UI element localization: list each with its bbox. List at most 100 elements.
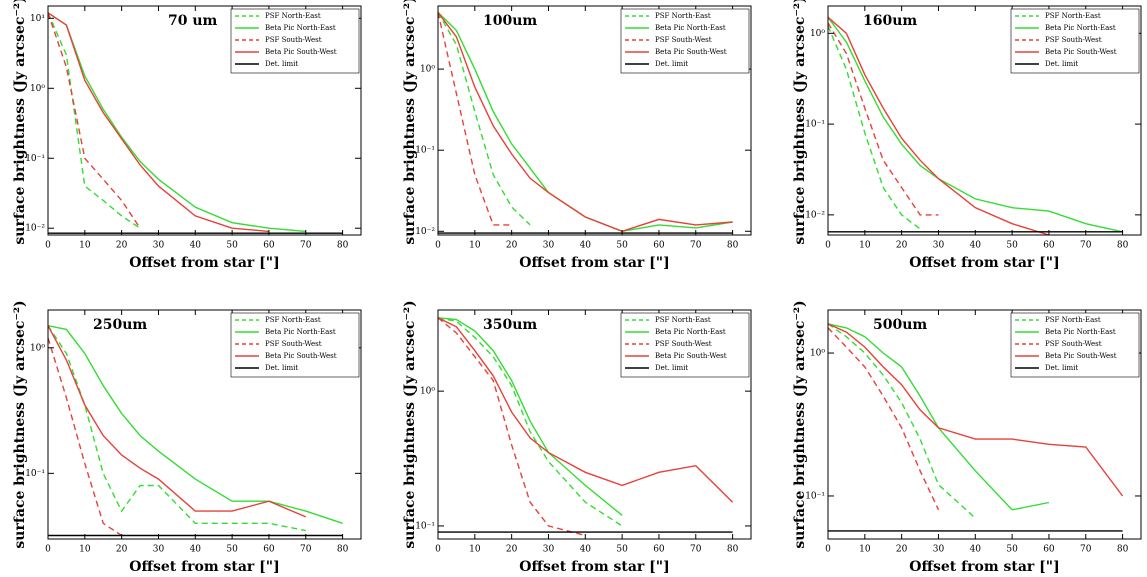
legend-label: PSF North-East	[655, 316, 711, 324]
legend-label: Beta Pic North-East	[265, 24, 336, 32]
series-line	[438, 317, 586, 537]
axes-frame	[47, 5, 362, 236]
x-tick-label: 10	[859, 545, 871, 555]
y-tick-label: 10⁻²	[25, 224, 45, 234]
series-line	[48, 12, 306, 233]
x-tick-label: 60	[1043, 241, 1055, 251]
y-axis-label: surface brightness (Jy arcsec⁻²)	[402, 300, 418, 548]
series-line	[828, 25, 921, 230]
x-tick-label: 50	[226, 545, 238, 555]
x-tick-label: 0	[45, 241, 51, 251]
y-tick-label: 10⁻¹	[415, 146, 435, 156]
x-tick-label: 20	[896, 241, 908, 251]
y-tick-label: 10⁰	[810, 29, 825, 39]
x-tick-label: 70	[300, 545, 312, 555]
x-axis-label: Offset from star ["]	[909, 559, 1059, 575]
y-tick-label: 10⁻²	[415, 227, 435, 237]
legend-label: PSF South-West	[265, 36, 322, 44]
legend-box	[1010, 8, 1140, 74]
y-tick-label: 10⁻¹	[25, 469, 45, 479]
x-tick-label: 20	[896, 545, 908, 555]
series-line	[828, 323, 976, 519]
series-line	[48, 12, 141, 229]
legend-label: Beta Pic South-West	[1045, 48, 1117, 56]
series-line	[48, 337, 122, 537]
x-tick-label: 80	[1117, 241, 1129, 251]
x-tick-label: 60	[263, 241, 275, 251]
x-tick-label: 20	[116, 241, 128, 251]
x-tick-label: 30	[153, 545, 165, 555]
legend-label: Det. limit	[1045, 364, 1078, 372]
axes-frame	[827, 5, 1142, 236]
legend-label: Beta Pic South-West	[655, 48, 727, 56]
y-tick-label: 10⁰	[30, 84, 45, 94]
panel: 0 10 20 30 40 50 60 70 80 10⁻¹ 10⁰ Offset from star…	[12, 300, 362, 575]
series-line	[48, 325, 307, 518]
legend-label: Beta Pic South-West	[1045, 352, 1117, 360]
x-tick-label: 30	[933, 545, 945, 555]
legend-box	[620, 312, 750, 378]
x-tick-label: 30	[153, 241, 165, 251]
x-axis-label: Offset from star ["]	[129, 255, 279, 271]
x-tick-label: 0	[435, 241, 441, 251]
x-axis-label: Offset from star ["]	[519, 559, 669, 575]
x-tick-label: 0	[45, 545, 51, 555]
x-tick-label: 10	[469, 545, 481, 555]
legend-box	[1010, 312, 1140, 378]
series-line	[48, 12, 269, 233]
legend-label: Det. limit	[655, 60, 688, 68]
series-line	[438, 317, 623, 516]
x-tick-label: 80	[727, 545, 739, 555]
y-axis-label: surface brightness (Jy arcsec⁻²)	[792, 0, 808, 245]
series-line	[828, 323, 1124, 497]
x-tick-label: 80	[1117, 545, 1129, 555]
legend-label: Beta Pic North-East	[1045, 328, 1116, 336]
legend-box	[620, 8, 750, 74]
y-axis-label: surface brightness (Jy arcsec⁻²)	[402, 0, 418, 245]
y-axis-label: surface brightness (Jy arcsec⁻²)	[12, 0, 28, 245]
x-tick-label: 40	[970, 241, 982, 251]
x-tick-label: 60	[653, 241, 665, 251]
x-tick-label: 50	[1006, 241, 1018, 251]
series-line	[48, 325, 306, 532]
legend-label: Beta Pic North-East	[655, 24, 726, 32]
legend-box	[230, 8, 360, 74]
x-tick-label: 40	[190, 545, 202, 555]
panel-title: 500um	[873, 317, 927, 333]
x-axis-label: Offset from star ["]	[129, 559, 279, 575]
legend-label: PSF South-West	[1045, 340, 1102, 348]
x-tick-label: 80	[337, 545, 349, 555]
x-tick-label: 10	[859, 241, 871, 251]
panel: 0 10 20 30 40 50 60 70 80 10⁻² 10⁻¹ 10⁰ Offset from …	[402, 0, 752, 271]
y-tick-label: 10⁻²	[805, 210, 825, 220]
legend-label: PSF North-East	[265, 316, 321, 324]
panel-title: 350um	[483, 317, 537, 333]
x-tick-label: 60	[263, 545, 275, 555]
x-tick-label: 30	[933, 241, 945, 251]
y-tick-label: 10⁰	[420, 387, 435, 397]
x-tick-label: 70	[300, 241, 312, 251]
legend-label: Det. limit	[265, 60, 298, 68]
legend-label: Det. limit	[655, 364, 688, 372]
series-line	[48, 325, 343, 524]
y-tick-label: 10⁻¹	[805, 120, 825, 130]
legend-label: PSF South-West	[655, 340, 712, 348]
x-axis-label: Offset from star ["]	[519, 255, 669, 271]
y-axis-label: surface brightness (Jy arcsec⁻²)	[12, 300, 28, 548]
x-tick-label: 30	[543, 241, 555, 251]
x-tick-label: 0	[435, 545, 441, 555]
legend-label: PSF North-East	[1045, 316, 1101, 324]
x-tick-label: 10	[79, 545, 91, 555]
legend-label: Beta Pic South-West	[265, 48, 337, 56]
panel: 0 10 20 30 40 50 60 70 80 10⁻² 10⁻¹ 10⁰ Offset from …	[792, 0, 1142, 271]
y-tick-label: 10¹	[30, 14, 45, 24]
plot-area	[828, 323, 1124, 532]
panel-title: 100um	[483, 13, 537, 29]
series-line	[438, 11, 733, 233]
x-tick-label: 30	[543, 545, 555, 555]
x-tick-label: 10	[469, 241, 481, 251]
legend-label: Det. limit	[265, 364, 298, 372]
y-axis-label: surface brightness (Jy arcsec⁻²)	[792, 300, 808, 548]
legend-label: Beta Pic South-West	[265, 352, 337, 360]
